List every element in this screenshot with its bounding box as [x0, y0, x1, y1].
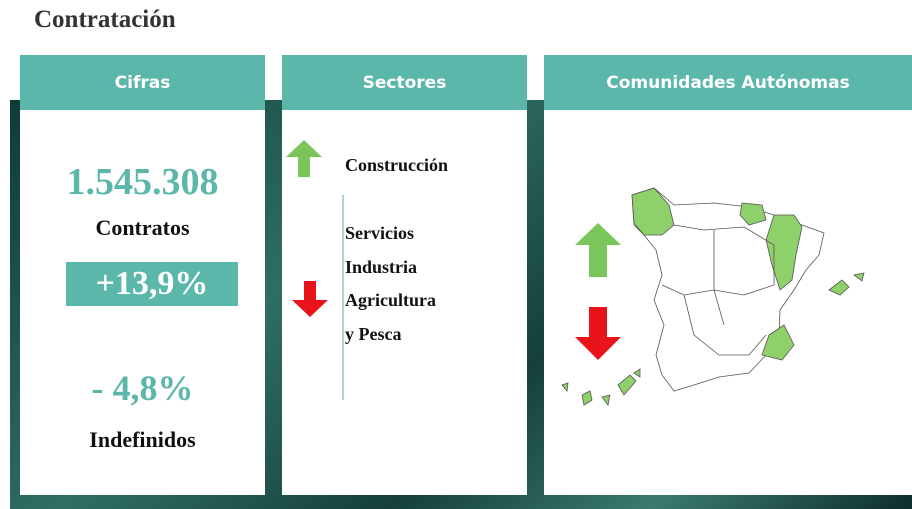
up-arrow [286, 140, 322, 177]
total-label: Contratos [95, 215, 190, 240]
sector-icons [286, 140, 344, 400]
sector-down: y Pesca [345, 324, 402, 344]
down-arrow [292, 281, 328, 317]
sector-down: Agricultura [345, 290, 436, 310]
panel-header: Comunidades Autónomas [544, 55, 912, 110]
page-title: Contratación [34, 6, 176, 33]
panel-sectores: Sectores Construcción Servicios Industri… [282, 55, 527, 495]
total: 1.545.308 [66, 161, 219, 203]
sector-down: Industria [345, 257, 418, 277]
map [561, 187, 865, 406]
up-arrow [575, 223, 621, 277]
change-badge: +13,9% [66, 262, 238, 306]
down-arrow [575, 307, 621, 360]
indef-change: - 4,8% [91, 368, 194, 408]
spain-map [561, 187, 865, 406]
sector-up: Construcción [345, 155, 448, 175]
panel-header: Cifras [20, 55, 265, 110]
panel-header: Sectores [282, 55, 527, 110]
panel-ccaa: Comunidades Autónomas [544, 55, 912, 495]
indef-label: Indefinidos [89, 427, 196, 452]
sector-down: Servicios [345, 223, 414, 243]
panel-cifras: Cifras 1.545.308 Contratos +13,9% - 4,8%… [20, 55, 265, 495]
